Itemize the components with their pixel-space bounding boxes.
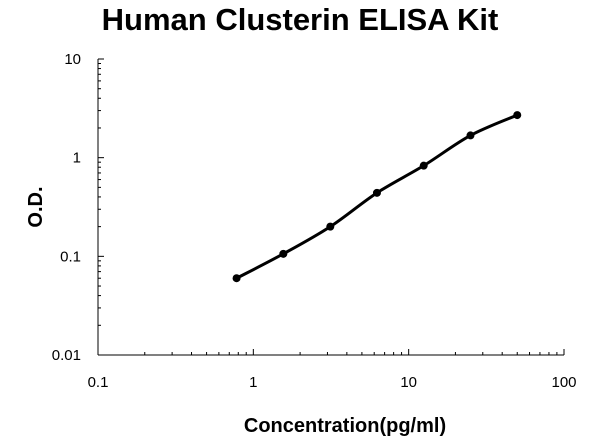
- x-tick-label: 1: [249, 374, 257, 391]
- tick-marks: [97, 58, 565, 356]
- y-tick-label: 0.01: [52, 347, 81, 364]
- series: [232, 111, 522, 283]
- data-point: [419, 161, 428, 170]
- x-tick-label: 10: [400, 374, 417, 391]
- tick-labels: 0.01 0.1 1 10 0.1 1 10 100: [52, 51, 577, 391]
- data-point: [232, 274, 241, 283]
- data-point: [279, 249, 288, 258]
- axes: [97, 59, 564, 356]
- chart-title: Human Clusterin ELISA Kit: [101, 2, 499, 37]
- x-tick-label: 100: [551, 374, 576, 391]
- y-tick-label: 10: [64, 51, 81, 68]
- data-point: [326, 222, 335, 231]
- x-axis-title: Concentration(pg/ml): [244, 415, 446, 437]
- y-axis-title: O.D.: [25, 186, 47, 227]
- y-tick-label: 0.1: [60, 248, 81, 265]
- data-point: [466, 131, 475, 140]
- y-tick-label: 1: [73, 150, 81, 167]
- x-tick-label: 0.1: [88, 374, 109, 391]
- data-point: [372, 188, 381, 197]
- data-point: [513, 111, 522, 120]
